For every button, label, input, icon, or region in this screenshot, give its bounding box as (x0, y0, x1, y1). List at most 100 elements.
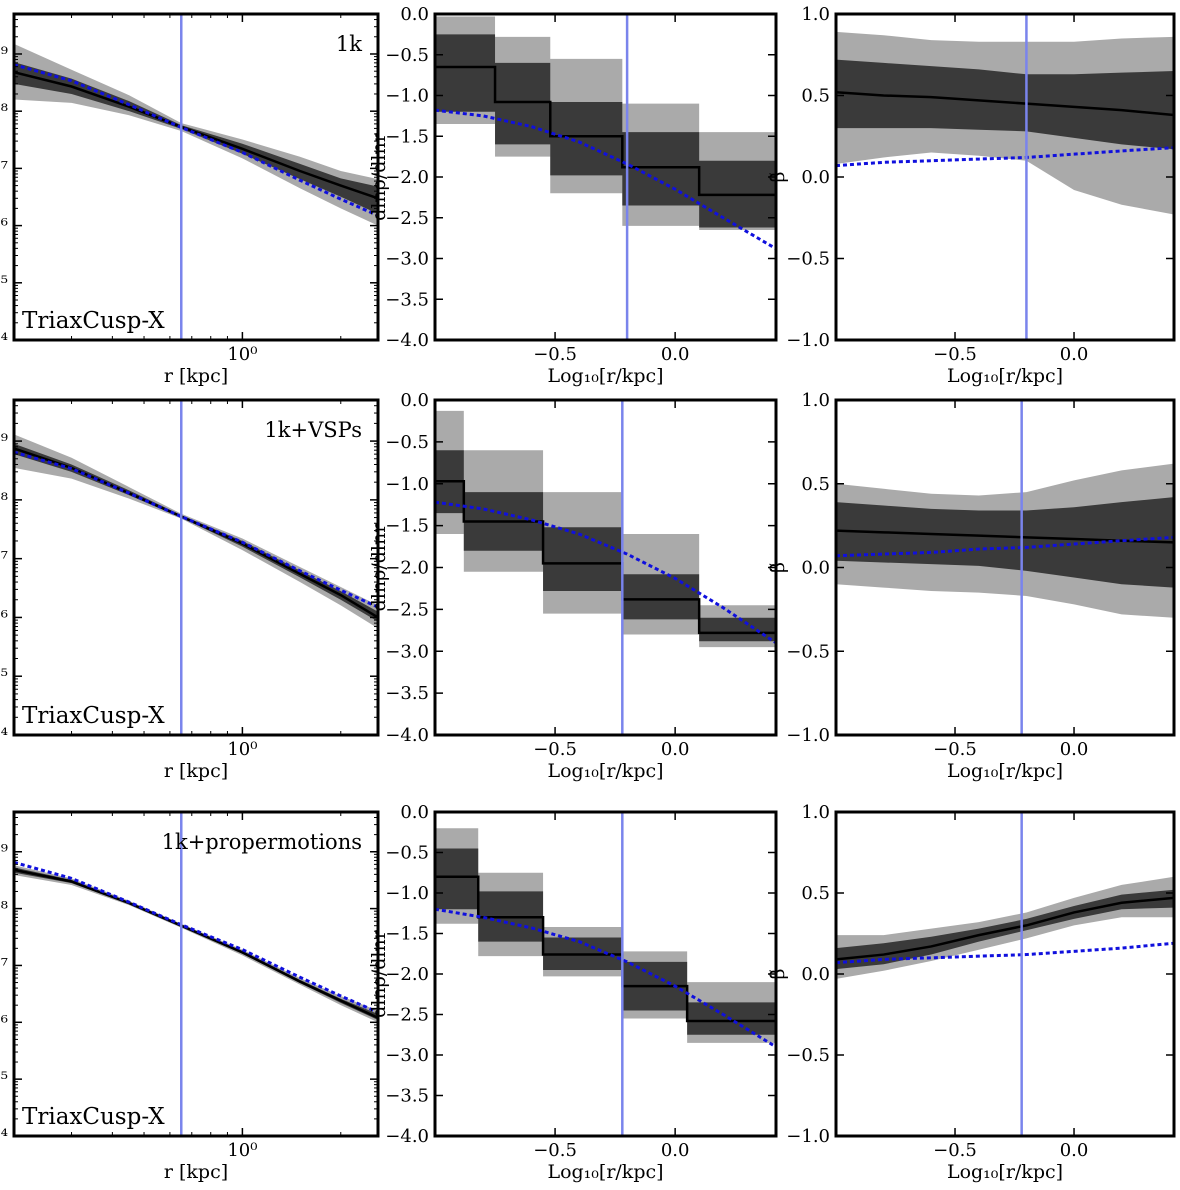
y-tick-label: −1.0 (786, 330, 830, 351)
x-tick-label: −0.5 (933, 1140, 977, 1161)
y-tick-label: 10⁴ (0, 725, 8, 746)
y-tick-label: 1.0 (801, 390, 830, 411)
y-tick-label: −2.0 (385, 964, 429, 985)
x-axis-label: r [kpc] (164, 365, 228, 387)
x-tick-label: 10⁰ (227, 1140, 257, 1161)
y-tick-label: −1.5 (385, 126, 429, 147)
x-tick-label: 0.0 (1060, 1140, 1089, 1161)
y-tick-label: 0.0 (400, 4, 429, 25)
plot-area (14, 14, 378, 340)
y-tick-label: −1.0 (385, 883, 429, 904)
plot-area (14, 400, 378, 735)
y-tick-label: −0.5 (385, 45, 429, 66)
inner-confidence-band (435, 848, 776, 1035)
y-tick-label: −3.0 (385, 641, 429, 662)
y-tick-label: 10⁵ (0, 666, 8, 687)
y-tick-label: −2.5 (385, 208, 429, 229)
y-tick-label: −3.0 (385, 1045, 429, 1066)
y-tick-label: −3.5 (385, 1086, 429, 1107)
y-axis-label: dlnρ/dlnr (368, 132, 390, 221)
y-axis-label: β̃ (767, 968, 789, 979)
y-tick-label: −0.5 (786, 1045, 830, 1066)
y-tick-label: 10⁹ (0, 44, 8, 65)
y-axis-label: dlnρ/dlnr (368, 523, 390, 612)
panel-r3-density: 10⁴10⁵10⁶10⁷10⁸10⁹10⁰r [kpc]ρ [M⊙ kpc⁻³]… (0, 810, 380, 1183)
y-tick-label: 0.5 (801, 474, 830, 495)
true-profile-line (435, 500, 776, 645)
y-tick-label: 1.0 (801, 802, 830, 823)
true-profile-line (14, 63, 378, 217)
x-tick-label: 0.0 (1060, 739, 1089, 760)
y-tick-label: 10⁹ (0, 842, 8, 863)
plot-area (836, 812, 1174, 1136)
x-tick-label: 0.0 (661, 344, 690, 365)
y-tick-label: −2.0 (385, 558, 429, 579)
panel-annotation: TriaxCusp-X (22, 703, 165, 729)
y-tick-label: −3.5 (385, 289, 429, 310)
median-line (435, 875, 776, 1023)
y-tick-label: −3.5 (385, 683, 429, 704)
y-tick-label: 10⁷ (0, 549, 8, 570)
y-tick-label: 1.0 (801, 4, 830, 25)
x-tick-label: 0.0 (1060, 344, 1089, 365)
panel-annotation: 1k (336, 32, 362, 56)
y-tick-label: 10⁴ (0, 330, 8, 351)
y-tick-label: −1.5 (385, 516, 429, 537)
y-tick-label: 10⁵ (0, 273, 8, 294)
y-tick-label: 0.0 (400, 390, 429, 411)
panel-r1-density: 10⁴10⁵10⁶10⁷10⁸10⁹10⁰r [kpc]ρ [M⊙ kpc⁻³]… (0, 12, 380, 387)
y-tick-label: −0.5 (786, 641, 830, 662)
median-line (435, 65, 776, 197)
y-tick-label: 10⁹ (0, 431, 8, 452)
y-axis-label: dlnρ/dlnr (368, 929, 390, 1018)
median-line (836, 896, 1174, 961)
inner-confidence-band (14, 867, 378, 1020)
y-tick-label: 10⁵ (0, 1069, 8, 1090)
y-tick-label: −0.5 (786, 249, 830, 270)
y-tick-label: 0.5 (801, 883, 830, 904)
y-tick-label: −2.0 (385, 167, 429, 188)
y-tick-label: 10⁷ (0, 158, 8, 179)
y-tick-label: 0.0 (801, 558, 830, 579)
y-tick-label: 0.0 (801, 964, 830, 985)
x-tick-label: −0.5 (933, 344, 977, 365)
x-axis-label: r [kpc] (164, 760, 228, 782)
axes-frame (12, 810, 380, 1138)
plot-area (14, 812, 378, 1136)
y-tick-label: 0.5 (801, 86, 830, 107)
median-line (14, 868, 378, 1019)
x-axis-label: Log₁₀[r/kpc] (547, 365, 663, 387)
y-tick-label: −1.0 (385, 474, 429, 495)
inner-confidence-band (836, 497, 1174, 588)
outer-confidence-band (14, 865, 378, 1023)
y-tick-label: 10⁸ (0, 490, 8, 511)
y-tick-label: −3.0 (385, 249, 429, 270)
y-tick-label: 10⁸ (0, 899, 8, 920)
panel-annotation: TriaxCusp-X (22, 1104, 165, 1130)
y-axis-label: β̃ (767, 171, 789, 182)
plot-area (836, 400, 1174, 735)
x-tick-label: −0.5 (533, 739, 577, 760)
panel-r2-density: 10⁴10⁵10⁶10⁷10⁸10⁹10⁰r [kpc]ρ [M⊙ kpc⁻³]… (0, 398, 380, 782)
x-tick-label: −0.5 (533, 344, 577, 365)
y-tick-label: 10⁴ (0, 1126, 8, 1147)
y-tick-label: −4.0 (385, 1126, 429, 1147)
y-tick-label: −4.0 (385, 725, 429, 746)
panel-r2-slope: 0.0 −0.5 −1.0 −1.5 −2.0 −2.5 −3.0 −3.5 −4.0 −0.5 0… (368, 390, 778, 782)
y-tick-label: −1.5 (385, 924, 429, 945)
outer-confidence-band (435, 828, 776, 1043)
panel-annotation: 1k+propermotions (162, 830, 362, 854)
y-tick-label: −0.5 (385, 432, 429, 453)
inner-confidence-band (836, 59, 1174, 150)
y-tick-label: 0.0 (801, 167, 830, 188)
inner-confidence-band (435, 34, 776, 228)
x-tick-label: −0.5 (933, 739, 977, 760)
panel-r1-slope: 0.0 −0.5 −1.0 −1.5 −2.0 −2.5 −3.0 −3.5 −4.0 −0.5 0… (368, 4, 778, 387)
y-tick-label: −0.5 (385, 843, 429, 864)
y-tick-label: −2.5 (385, 599, 429, 620)
median-line (836, 529, 1174, 544)
y-tick-label: −1.0 (385, 86, 429, 107)
x-axis-label: Log₁₀[r/kpc] (947, 1161, 1063, 1183)
